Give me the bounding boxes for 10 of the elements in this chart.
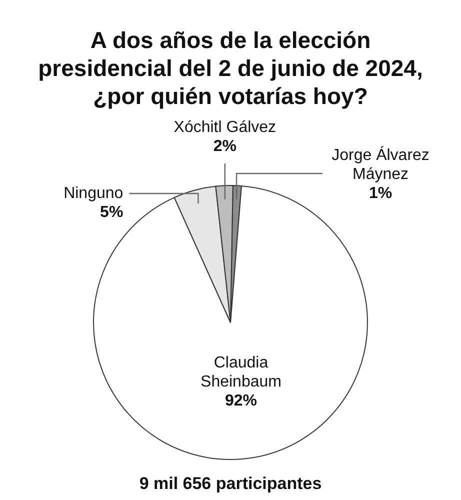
chart-title: A dos años de la elección presidencial del 2 de junio de 2024, ¿por quién votarías hoy?	[37, 26, 424, 110]
slice-label: Ninguno	[64, 184, 124, 202]
slice-label: Claudia Sheinbaum	[200, 354, 282, 391]
slice-label: Jorge Álvarez Máynez	[332, 146, 430, 183]
data-label: 5%	[100, 204, 124, 221]
slice-label: Xóchitl Gálvez	[174, 118, 276, 136]
data-label: 92%	[224, 392, 258, 410]
text: 9 mil 656 participantes	[138, 474, 323, 494]
data-label: 2%	[213, 138, 236, 155]
data-label: 1%	[368, 184, 392, 202]
